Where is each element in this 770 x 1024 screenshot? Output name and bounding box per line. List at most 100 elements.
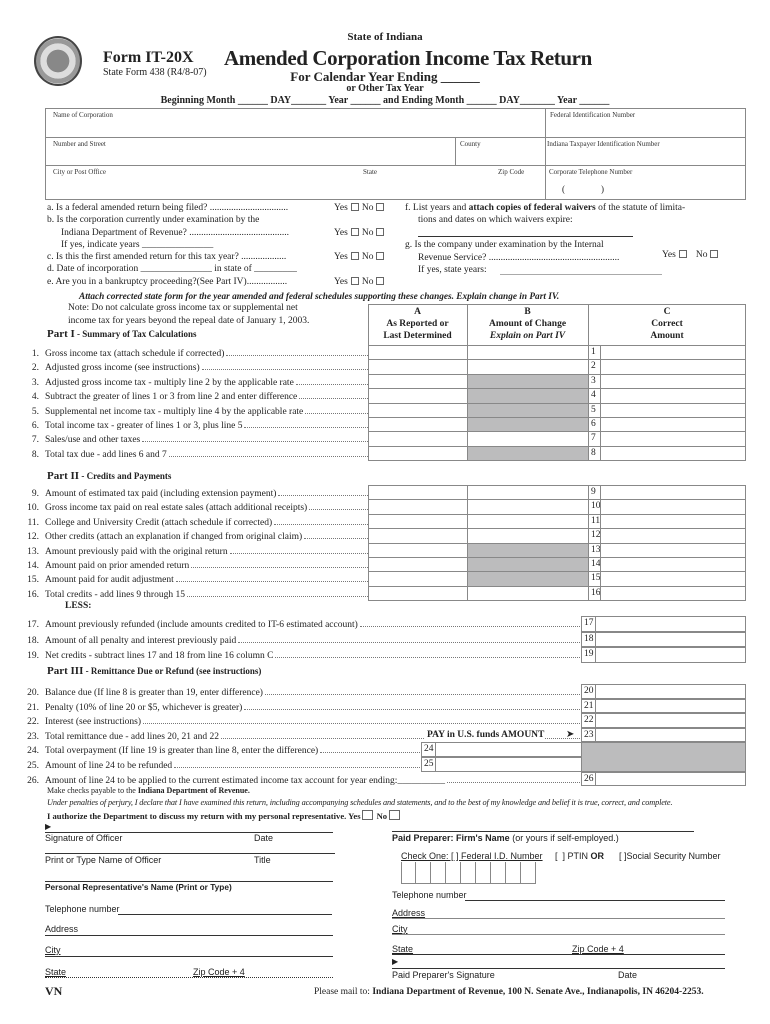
taxpayer-id-field[interactable]: Indiana Taxpayer Identification Number <box>547 140 660 148</box>
line-label-row: 20. Balance due (If line 8 is greater tha… <box>25 684 580 698</box>
line-number: 11. <box>27 517 39 528</box>
preparer-signature-line[interactable] <box>392 968 725 969</box>
fein-field[interactable]: Federal Identification Number <box>550 111 636 119</box>
column-a-input[interactable] <box>368 585 468 602</box>
column-c-input[interactable] <box>600 388 746 404</box>
column-c-input[interactable] <box>600 528 746 544</box>
column-b-input[interactable] <box>467 528 589 544</box>
column-b-input[interactable] <box>467 359 589 375</box>
column-a-input[interactable] <box>368 402 468 418</box>
amount-input[interactable] <box>435 757 582 772</box>
preparer-address-line[interactable] <box>392 918 725 919</box>
column-c-input[interactable] <box>600 542 746 558</box>
column-a-input[interactable] <box>368 431 468 447</box>
column-a-input[interactable] <box>368 571 468 587</box>
rep-name-line[interactable] <box>45 881 333 882</box>
leader-dots <box>229 552 368 554</box>
column-c-input[interactable] <box>600 499 746 515</box>
column-a-input[interactable] <box>368 445 468 462</box>
amount-input[interactable] <box>595 713 746 728</box>
amount-input[interactable] <box>595 616 746 632</box>
rep-state-line[interactable] <box>45 977 333 978</box>
question-b-years[interactable]: If yes, indicate years _______________ <box>61 240 214 250</box>
preparer-city-line[interactable] <box>392 934 725 935</box>
street-field[interactable]: Number and Street <box>53 140 106 148</box>
amount-input[interactable] <box>435 742 582 757</box>
amount-input[interactable] <box>595 727 746 743</box>
amount-input[interactable] <box>595 631 746 647</box>
column-c-input[interactable] <box>600 417 746 433</box>
state-field[interactable]: State <box>363 168 377 176</box>
column-a-input[interactable] <box>368 417 468 433</box>
column-c-input[interactable] <box>600 373 746 390</box>
no-checkbox[interactable] <box>376 203 385 211</box>
authorize-no-checkbox[interactable] <box>389 810 401 820</box>
yes-checkbox[interactable] <box>678 250 687 258</box>
column-c-input[interactable] <box>600 445 746 462</box>
county-field[interactable]: County <box>460 140 481 148</box>
column-a-input[interactable] <box>368 388 468 404</box>
column-b-input[interactable] <box>467 585 589 602</box>
check-ssn[interactable]: [ ]Social Security Number <box>619 851 721 861</box>
column-b-input[interactable] <box>467 431 589 447</box>
yes-checkbox[interactable] <box>350 277 359 285</box>
yes-checkbox[interactable] <box>350 203 359 211</box>
yes-checkbox[interactable] <box>350 252 359 260</box>
phone-field[interactable]: Corporate Telephone Number <box>549 168 633 176</box>
amount-input[interactable] <box>595 698 746 714</box>
column-b-input[interactable] <box>467 499 589 515</box>
corporation-name-field[interactable]: Name of Corporation <box>53 111 113 119</box>
rep-address-line[interactable] <box>45 935 333 936</box>
check-one-federal-id[interactable]: Check One: [ ] Federal I.D. Number <box>401 851 543 861</box>
column-c-input[interactable] <box>600 557 746 573</box>
city-field[interactable]: City or Post Office <box>53 168 106 176</box>
amount-input[interactable] <box>595 684 746 699</box>
column-c-input[interactable] <box>600 431 746 447</box>
column-b-input[interactable] <box>467 513 589 530</box>
line-number: 19. <box>27 651 39 661</box>
officer-signature-line[interactable] <box>45 832 333 833</box>
amount-input[interactable] <box>595 771 746 787</box>
no-checkbox[interactable] <box>376 277 385 285</box>
less-label: LESS: <box>65 601 92 611</box>
column-a-input[interactable] <box>368 359 468 375</box>
question-d[interactable]: d. Date of incorporation _______________… <box>47 264 297 274</box>
column-c-input[interactable] <box>600 571 746 587</box>
rep-phone-line[interactable] <box>118 914 332 915</box>
amount-input[interactable] <box>595 647 746 663</box>
column-a-input[interactable] <box>368 345 468 361</box>
id-number-boxes[interactable] <box>401 862 536 884</box>
column-a-input[interactable] <box>368 513 468 530</box>
column-a-input[interactable] <box>368 557 468 573</box>
column-a-input[interactable] <box>368 528 468 544</box>
corporation-info-box <box>45 108 746 200</box>
column-c-input[interactable] <box>600 585 746 602</box>
column-b-input[interactable] <box>467 345 589 361</box>
column-c-input[interactable] <box>600 359 746 375</box>
preparer-state-line[interactable] <box>392 954 725 955</box>
no-checkbox[interactable] <box>710 250 719 258</box>
column-a-input[interactable] <box>368 542 468 558</box>
column-c-input[interactable] <box>600 345 746 361</box>
officer-name-line[interactable] <box>45 853 335 854</box>
yes-checkbox[interactable] <box>350 228 359 236</box>
line-label-row: 2. Adjusted gross income (see instruction… <box>25 359 368 373</box>
rep-city-line[interactable] <box>45 956 333 957</box>
column-c-input[interactable] <box>600 513 746 530</box>
preparer-phone-line[interactable] <box>465 900 725 901</box>
firm-name-line[interactable] <box>392 831 694 832</box>
check-ptin[interactable]: [ ] PTIN OR <box>555 851 604 861</box>
column-a-input[interactable] <box>368 373 468 390</box>
no-checkbox[interactable] <box>376 228 385 236</box>
zip-field[interactable]: Zip Code <box>498 168 525 176</box>
column-b-input[interactable] <box>467 485 589 501</box>
waiver-years-line[interactable] <box>418 236 633 237</box>
authorize-yes-checkbox[interactable] <box>361 810 373 820</box>
irs-years-line[interactable] <box>500 274 662 275</box>
column-a-input[interactable] <box>368 485 468 501</box>
leader-dots <box>175 581 368 583</box>
no-checkbox[interactable] <box>376 252 385 260</box>
column-c-input[interactable] <box>600 485 746 501</box>
column-c-input[interactable] <box>600 402 746 418</box>
column-a-input[interactable] <box>368 499 468 515</box>
